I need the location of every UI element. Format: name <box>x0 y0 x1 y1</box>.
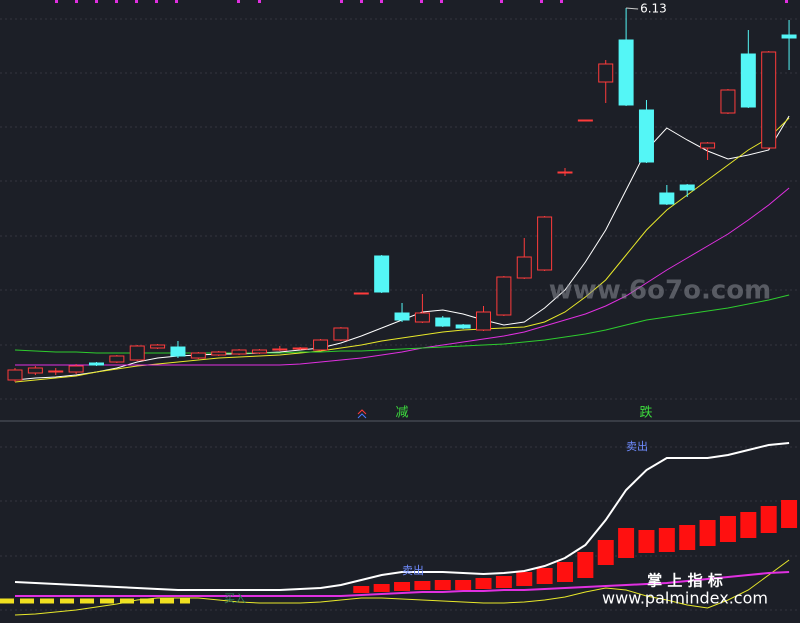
candle-body <box>476 311 492 331</box>
watermark: www.6o7o.com <box>549 276 771 306</box>
indicator-bar <box>394 582 411 591</box>
indicator-bar <box>516 572 533 586</box>
candle-body <box>251 349 267 354</box>
indicator-bar <box>679 525 696 550</box>
candle-body <box>48 370 64 373</box>
candle-body <box>211 351 227 356</box>
candle-body <box>353 292 369 295</box>
signal-arrow <box>357 409 367 419</box>
high-label: 6.13 <box>640 2 667 16</box>
indicator-bar <box>658 528 675 552</box>
indicator-bar <box>638 530 655 553</box>
candle-body <box>577 119 593 122</box>
candle-body <box>292 347 308 350</box>
indicator-line <box>14 559 790 616</box>
candle-body <box>761 51 777 149</box>
candle-body <box>150 344 166 349</box>
grid <box>0 18 800 611</box>
indicator-bar <box>434 580 451 590</box>
indicator-line <box>14 442 790 591</box>
indicator-bar <box>556 562 573 582</box>
candle-body <box>272 348 288 351</box>
indicator-bar <box>760 506 777 533</box>
candle-body <box>129 345 145 361</box>
indicator-bar <box>414 581 431 590</box>
candle-body <box>109 355 125 363</box>
candle-body <box>638 109 654 163</box>
candle-body <box>496 276 512 316</box>
indicator-line <box>15 187 790 366</box>
indicator-bar <box>495 576 512 588</box>
indicator-bar <box>577 552 594 578</box>
candle-body <box>374 255 390 293</box>
candle-body <box>333 327 349 341</box>
signal-label: 减 <box>395 406 408 421</box>
signal-label: 买入 <box>224 592 246 605</box>
candle-body <box>190 352 206 359</box>
candle-body <box>455 324 471 329</box>
candle-body <box>313 339 329 351</box>
candle-body <box>679 184 695 191</box>
indicator-bar <box>618 528 635 558</box>
candle-body <box>781 34 797 39</box>
candle-body <box>557 171 573 174</box>
candle-body <box>435 317 451 327</box>
indicator-bar <box>781 500 798 528</box>
candle-body <box>740 53 756 108</box>
candle-body <box>7 369 23 381</box>
candle-body <box>27 367 43 374</box>
top-markers <box>55 0 788 3</box>
candle-body <box>700 142 716 149</box>
signal-label: 跌 <box>639 405 652 421</box>
candle-body <box>88 362 104 366</box>
candle-body <box>516 256 532 279</box>
candle-body <box>394 312 410 321</box>
watermark: 掌 上 指 标 <box>647 572 723 590</box>
indicator-bar <box>455 580 472 590</box>
indicator-bar <box>719 516 736 542</box>
high-pointer <box>626 7 639 10</box>
candle-body <box>598 63 614 83</box>
candle-body <box>414 312 430 323</box>
indicator-bar <box>475 578 492 589</box>
candle-body <box>68 365 84 373</box>
candle-body <box>537 216 553 271</box>
indicator-bar <box>536 568 553 584</box>
indicator-bar <box>373 584 390 592</box>
candle-body <box>618 39 634 106</box>
candle-body <box>170 346 186 357</box>
indicator-bar <box>353 586 370 593</box>
signal-label: 卖出 <box>402 563 424 577</box>
watermark: www.palmindex.com <box>602 589 768 608</box>
candle-body <box>231 349 247 355</box>
indicator-bar <box>699 520 716 546</box>
candle-body <box>720 89 736 114</box>
candle-body <box>659 192 675 205</box>
signal-label: 卖出 <box>626 439 648 453</box>
indicator-line <box>15 571 790 597</box>
indicator-bar <box>740 512 757 538</box>
indicator-bar <box>597 540 614 565</box>
